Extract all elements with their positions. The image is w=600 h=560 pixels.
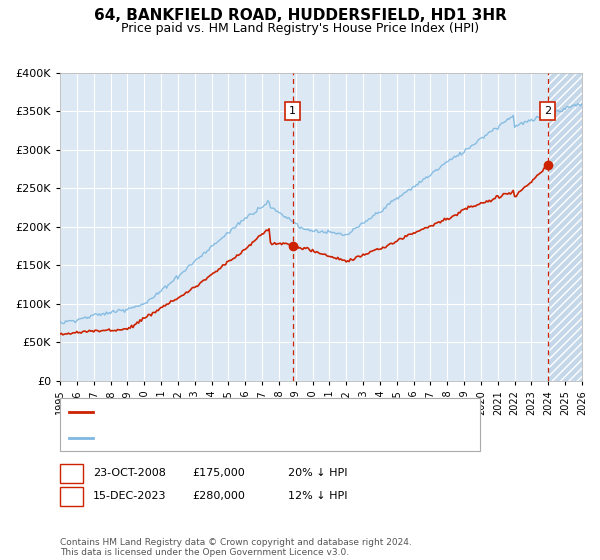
Text: 64, BANKFIELD ROAD, HUDDERSFIELD, HD1 3HR: 64, BANKFIELD ROAD, HUDDERSFIELD, HD1 3H… <box>94 8 506 24</box>
Text: 15-DEC-2023: 15-DEC-2023 <box>93 491 167 501</box>
Text: 20% ↓ HPI: 20% ↓ HPI <box>288 468 347 478</box>
Text: 2: 2 <box>68 491 75 501</box>
Text: 1: 1 <box>289 106 296 116</box>
Text: £175,000: £175,000 <box>192 468 245 478</box>
Text: Contains HM Land Registry data © Crown copyright and database right 2024.
This d: Contains HM Land Registry data © Crown c… <box>60 538 412 557</box>
Text: 1: 1 <box>68 468 75 478</box>
Text: 64, BANKFIELD ROAD, HUDDERSFIELD, HD1 3HR (detached house): 64, BANKFIELD ROAD, HUDDERSFIELD, HD1 3H… <box>97 408 445 418</box>
Text: HPI: Average price, detached house, Kirklees: HPI: Average price, detached house, Kirk… <box>97 432 332 442</box>
Text: 2: 2 <box>544 106 551 116</box>
Bar <box>548 73 590 381</box>
Text: £280,000: £280,000 <box>192 491 245 501</box>
Text: 23-OCT-2008: 23-OCT-2008 <box>93 468 166 478</box>
Text: Price paid vs. HM Land Registry's House Price Index (HPI): Price paid vs. HM Land Registry's House … <box>121 22 479 35</box>
Text: 12% ↓ HPI: 12% ↓ HPI <box>288 491 347 501</box>
